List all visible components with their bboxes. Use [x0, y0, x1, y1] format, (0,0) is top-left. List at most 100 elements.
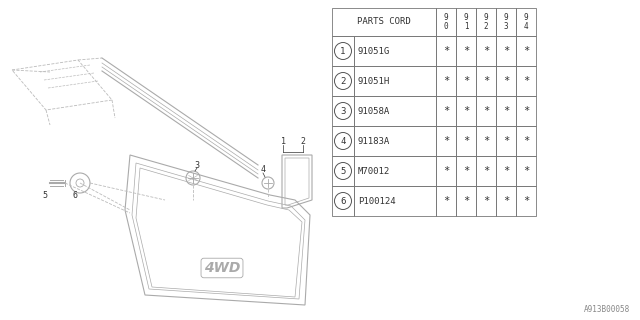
Text: 2: 2: [340, 76, 346, 85]
Text: *: *: [443, 136, 449, 146]
Bar: [516, 186, 536, 216]
Bar: [332, 66, 354, 96]
Text: *: *: [443, 76, 449, 86]
Bar: [332, 96, 354, 126]
Text: 4: 4: [340, 137, 346, 146]
Text: *: *: [463, 196, 469, 206]
Text: *: *: [463, 46, 469, 56]
Text: 91058A: 91058A: [358, 107, 390, 116]
Text: *: *: [483, 76, 489, 86]
Text: 9
4: 9 4: [524, 13, 528, 31]
Text: 1: 1: [340, 46, 346, 55]
Text: *: *: [523, 46, 529, 56]
Text: *: *: [463, 136, 469, 146]
Bar: [436, 96, 456, 126]
Text: 9
1: 9 1: [464, 13, 468, 31]
Text: 6: 6: [340, 196, 346, 205]
Text: *: *: [463, 166, 469, 176]
Text: *: *: [483, 136, 489, 146]
Bar: [354, 66, 436, 96]
Bar: [496, 126, 516, 156]
Text: *: *: [503, 76, 509, 86]
Bar: [354, 96, 436, 126]
Text: *: *: [503, 196, 509, 206]
Bar: [456, 186, 476, 216]
Bar: [476, 186, 496, 216]
Bar: [476, 126, 496, 156]
Text: 4WD: 4WD: [204, 261, 240, 275]
Text: *: *: [483, 46, 489, 56]
Text: 6: 6: [72, 191, 77, 201]
Bar: [456, 156, 476, 186]
Text: 5: 5: [340, 166, 346, 175]
Bar: [354, 156, 436, 186]
Bar: [332, 186, 354, 216]
Text: 4: 4: [260, 165, 266, 174]
Bar: [456, 8, 476, 36]
Bar: [476, 96, 496, 126]
Bar: [476, 156, 496, 186]
Bar: [332, 126, 354, 156]
Text: *: *: [463, 106, 469, 116]
Text: 1: 1: [280, 138, 285, 147]
Text: 91051H: 91051H: [358, 76, 390, 85]
Text: *: *: [523, 76, 529, 86]
Text: *: *: [503, 46, 509, 56]
Bar: [496, 36, 516, 66]
Bar: [332, 156, 354, 186]
Bar: [354, 186, 436, 216]
Text: 9
0: 9 0: [444, 13, 448, 31]
Text: *: *: [483, 106, 489, 116]
Text: *: *: [503, 166, 509, 176]
Bar: [496, 66, 516, 96]
Bar: [476, 8, 496, 36]
Bar: [436, 126, 456, 156]
Text: *: *: [523, 166, 529, 176]
Text: *: *: [503, 136, 509, 146]
Text: *: *: [503, 106, 509, 116]
Text: 91051G: 91051G: [358, 46, 390, 55]
Text: *: *: [483, 166, 489, 176]
Text: 3: 3: [195, 161, 200, 170]
Bar: [436, 36, 456, 66]
Text: *: *: [483, 196, 489, 206]
Bar: [354, 126, 436, 156]
Text: 2: 2: [301, 138, 305, 147]
Bar: [496, 96, 516, 126]
Bar: [436, 8, 456, 36]
Text: *: *: [443, 196, 449, 206]
Bar: [332, 8, 436, 36]
Text: *: *: [523, 196, 529, 206]
Text: M70012: M70012: [358, 166, 390, 175]
Bar: [516, 126, 536, 156]
Bar: [354, 36, 436, 66]
Text: *: *: [443, 46, 449, 56]
Bar: [436, 66, 456, 96]
Text: *: *: [443, 166, 449, 176]
Bar: [516, 66, 536, 96]
Bar: [476, 66, 496, 96]
Text: *: *: [523, 136, 529, 146]
Bar: [456, 126, 476, 156]
Bar: [516, 96, 536, 126]
Text: 9
2: 9 2: [484, 13, 488, 31]
Bar: [332, 36, 354, 66]
Bar: [436, 156, 456, 186]
Text: A913B00058: A913B00058: [584, 305, 630, 314]
Text: 9
3: 9 3: [504, 13, 508, 31]
Bar: [496, 8, 516, 36]
Bar: [456, 66, 476, 96]
Bar: [456, 36, 476, 66]
Text: *: *: [523, 106, 529, 116]
Text: P100124: P100124: [358, 196, 396, 205]
Bar: [456, 96, 476, 126]
Bar: [496, 186, 516, 216]
Bar: [436, 186, 456, 216]
Text: 91183A: 91183A: [358, 137, 390, 146]
Bar: [516, 8, 536, 36]
Bar: [496, 156, 516, 186]
Text: PARTS CORD: PARTS CORD: [357, 18, 411, 27]
Text: 3: 3: [340, 107, 346, 116]
Text: *: *: [463, 76, 469, 86]
Bar: [476, 36, 496, 66]
